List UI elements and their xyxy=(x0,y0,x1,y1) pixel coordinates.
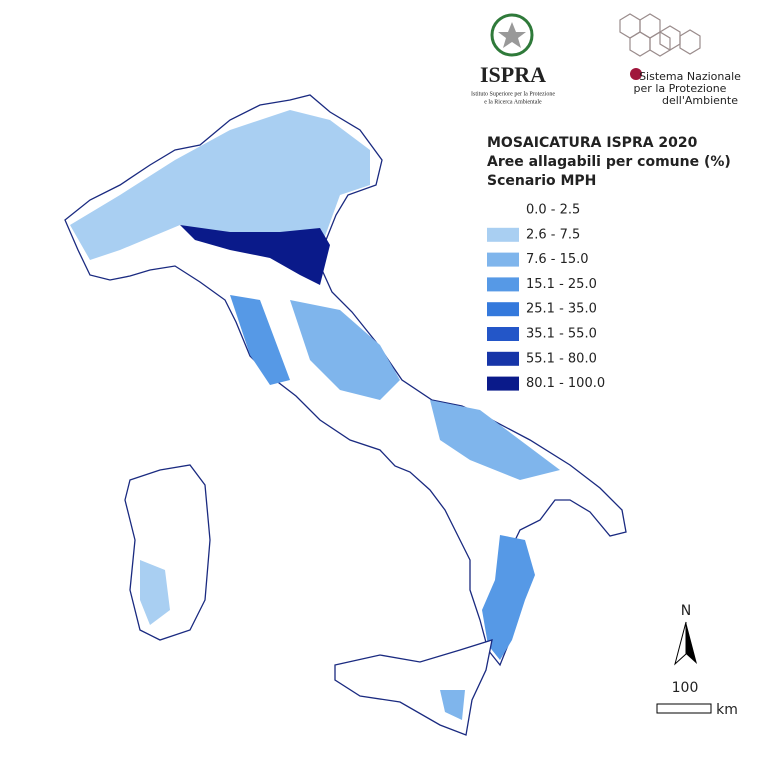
legend-swatch xyxy=(487,351,519,366)
legend-label: 0.0 - 2.5 xyxy=(526,203,580,218)
snpa-logo: per la Protezione xyxy=(634,82,727,95)
flood-area xyxy=(140,560,170,625)
legend-swatch xyxy=(487,227,519,242)
north-label: N xyxy=(681,603,691,619)
legend-swatch xyxy=(487,302,519,317)
legend: MOSAICATURA ISPRA 2020 Aree allagabili pe… xyxy=(487,135,731,391)
snpa-logo: Sistema Nazionale xyxy=(639,70,741,83)
legend-label: 35.1 - 55.0 xyxy=(526,327,597,342)
flood-area xyxy=(70,110,370,260)
legend-swatch xyxy=(487,327,519,341)
legend-label: 7.6 - 15.0 xyxy=(526,252,589,267)
snpa-dot xyxy=(630,68,642,80)
scale-value: 100 xyxy=(672,680,699,696)
legend-title: Aree allagabili per comune (%) xyxy=(487,154,731,170)
scale-unit: km xyxy=(716,702,738,718)
legend-label: 55.1 - 80.0 xyxy=(526,351,597,366)
legend-swatch xyxy=(487,277,519,292)
flood-area xyxy=(430,400,560,480)
snpa-logo: dell'Ambiente xyxy=(662,94,738,107)
legend-label: 25.1 - 35.0 xyxy=(526,302,597,317)
legend-label: 15.1 - 25.0 xyxy=(526,277,597,292)
legend-swatch xyxy=(487,376,519,391)
ispra-star xyxy=(498,22,526,48)
ispra-sub: Istituto Superiore per la Protezione xyxy=(471,91,555,97)
sardinia xyxy=(124,464,211,641)
legend-label: 2.6 - 7.5 xyxy=(526,227,580,242)
scale-bar xyxy=(656,703,712,714)
north-arrow xyxy=(674,621,687,666)
legend-swatch xyxy=(487,203,519,217)
legend-title: MOSAICATURA ISPRA 2020 xyxy=(487,135,698,151)
legend-label: 80.1 - 100.0 xyxy=(526,376,605,391)
north-arrow xyxy=(686,622,697,664)
flood-area xyxy=(230,295,290,385)
legend-title: Scenario MPH xyxy=(487,173,596,189)
flood-area xyxy=(180,225,330,285)
legend-swatch xyxy=(487,252,519,267)
ispra-logo: ISPRA xyxy=(480,62,546,87)
flood-area xyxy=(290,300,400,400)
flood-area xyxy=(440,690,465,720)
snpa-emblem xyxy=(619,13,701,57)
flood-area xyxy=(482,535,535,660)
ispra-sub: e la Ricerca Ambientale xyxy=(484,99,542,105)
